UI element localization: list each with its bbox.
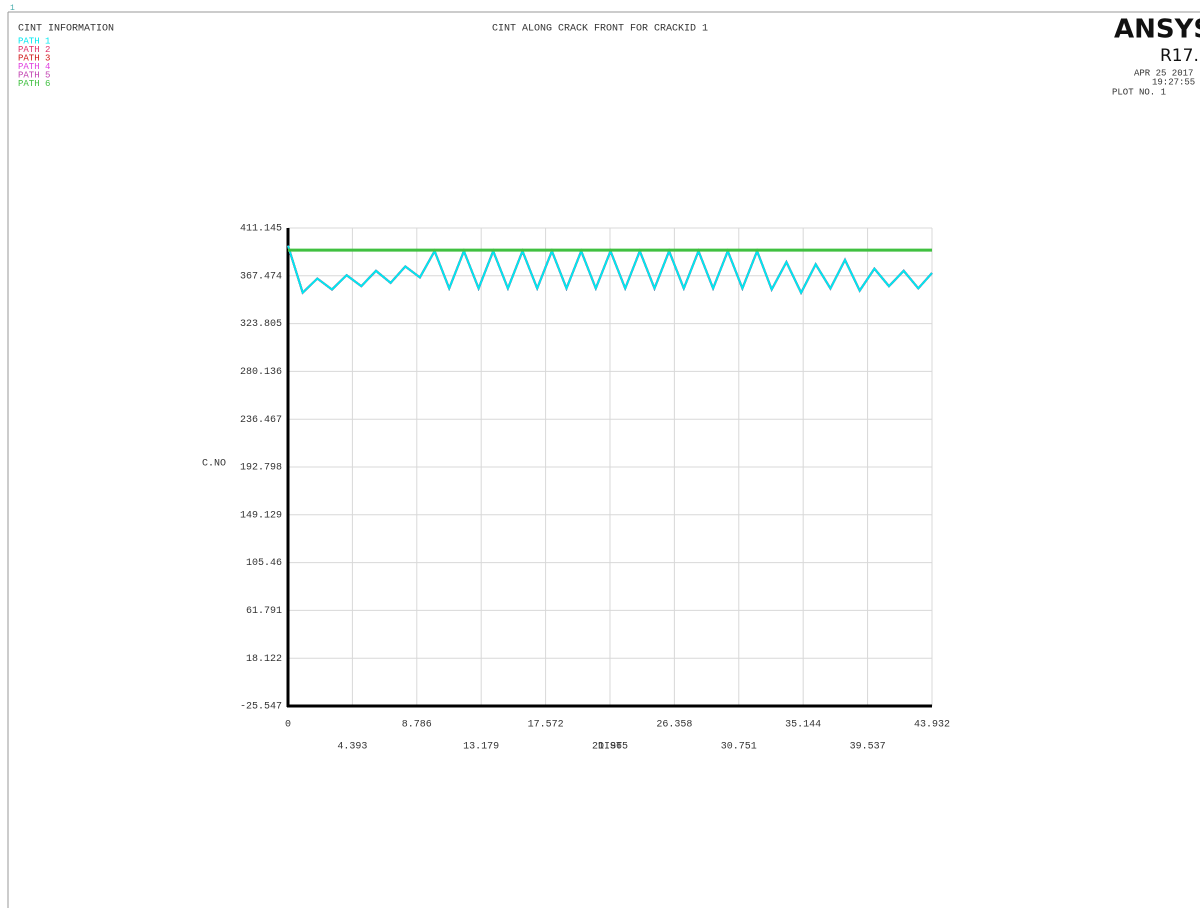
y-tick-label: 280.136 [240,367,282,378]
date: APR 25 2017 [1134,68,1193,78]
legend-entry: PATH 1 [18,36,50,46]
page-number: 1 [10,4,15,13]
y-tick-label: 323.805 [240,319,282,330]
x-tick-label: 26.358 [656,720,692,731]
x-tick-label: 8.786 [402,720,432,731]
x-tick-label: 0 [285,720,291,731]
x-tick-label: 4.393 [337,742,367,753]
legend-entry: PATH 5 [18,70,50,80]
brand: ANSYS [1114,15,1200,45]
x-tick-label: 39.537 [850,742,886,753]
legend-entry: PATH 6 [18,79,50,89]
y-axis-label: C.NO [202,459,226,470]
legend-entry: PATH 2 [18,45,50,55]
legend-entry: PATH 3 [18,53,50,63]
x-tick-label: 13.179 [463,742,499,753]
y-tick-label: 105.46 [246,558,282,569]
y-tick-label: 367.474 [240,271,282,282]
plot-number: PLOT NO. 1 [1112,87,1166,97]
y-tick-label: 192.798 [240,463,282,474]
x-tick-label: 43.932 [914,720,950,731]
x-tick-label: 30.751 [721,742,757,753]
release: R17.1 [1160,46,1200,66]
y-tick-label: 149.129 [240,510,282,521]
y-tick-label: 18.122 [246,654,282,665]
x-tick-label: 17.572 [528,720,564,731]
chart-title: CINT ALONG CRACK FRONT FOR CRACKID 1 [492,24,708,35]
x-axis-label: DIST [598,742,622,753]
y-tick-label: 236.467 [240,415,282,426]
legend-entry: PATH 4 [18,62,50,72]
y-tick-label: 411.145 [240,224,282,235]
y-tick-label: -25.547 [240,702,282,713]
y-tick-label: 61.791 [246,606,282,617]
info-title: CINT INFORMATION [18,24,114,35]
x-tick-label: 21.965 [592,742,628,753]
time: 19:27:55 [1152,77,1195,87]
x-tick-label: 35.144 [785,720,821,731]
